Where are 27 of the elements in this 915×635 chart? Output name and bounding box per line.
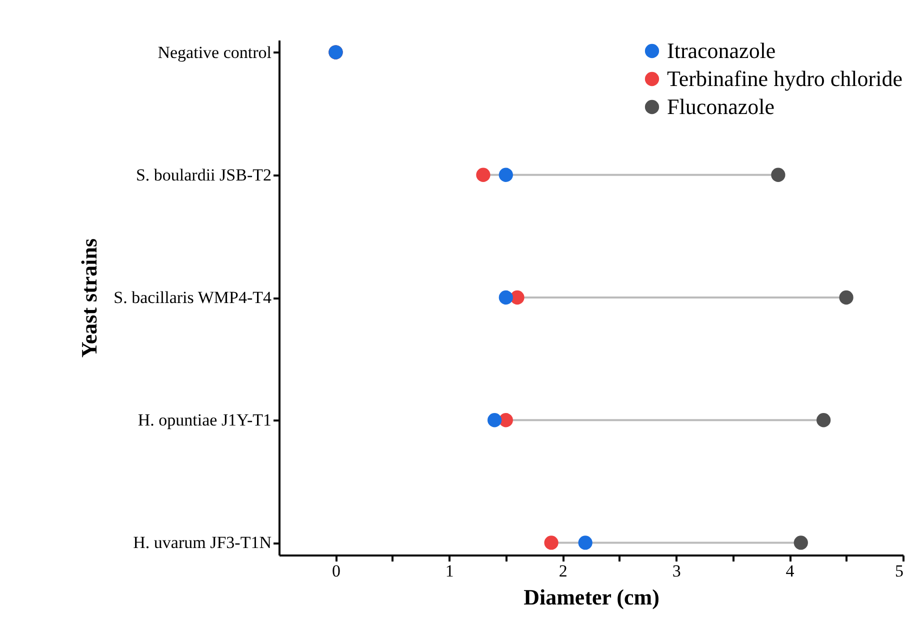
point (578, 536, 592, 550)
y-axis-title: Yeast strains (76, 238, 102, 358)
y-tick-label: S. boulardii JSB-T2 (136, 165, 272, 184)
x-tick-label: 2 (558, 562, 568, 580)
point (498, 290, 513, 305)
point (544, 536, 558, 550)
y-tick-label: Negative control (158, 42, 272, 62)
legend-label: Itraconazole (667, 38, 776, 63)
x-tick-label: 3 (672, 562, 681, 580)
x-tick-label: 1 (445, 562, 454, 580)
legend-label: Fluconazole (667, 94, 775, 119)
y-tick-label: H. opuntiae J1Y-T1 (138, 410, 272, 430)
point (794, 536, 808, 550)
y-tick-label: S. bacillaris WMP4-T4 (114, 288, 272, 307)
point (771, 168, 786, 182)
point (816, 413, 831, 428)
point (839, 290, 854, 305)
x-tick-label: 4 (786, 562, 795, 580)
point (487, 413, 502, 428)
point (476, 168, 490, 182)
point (498, 413, 513, 428)
x-axis-title: Diameter (cm) (524, 584, 660, 610)
x-tick-label: 0 (332, 562, 340, 580)
y-tick-label: H. uvarum JF3-T1N (133, 533, 272, 552)
x-tick-label: 5 (895, 562, 904, 580)
legend-label: Terbinafine hydro chloride (667, 66, 902, 91)
point (498, 168, 513, 182)
